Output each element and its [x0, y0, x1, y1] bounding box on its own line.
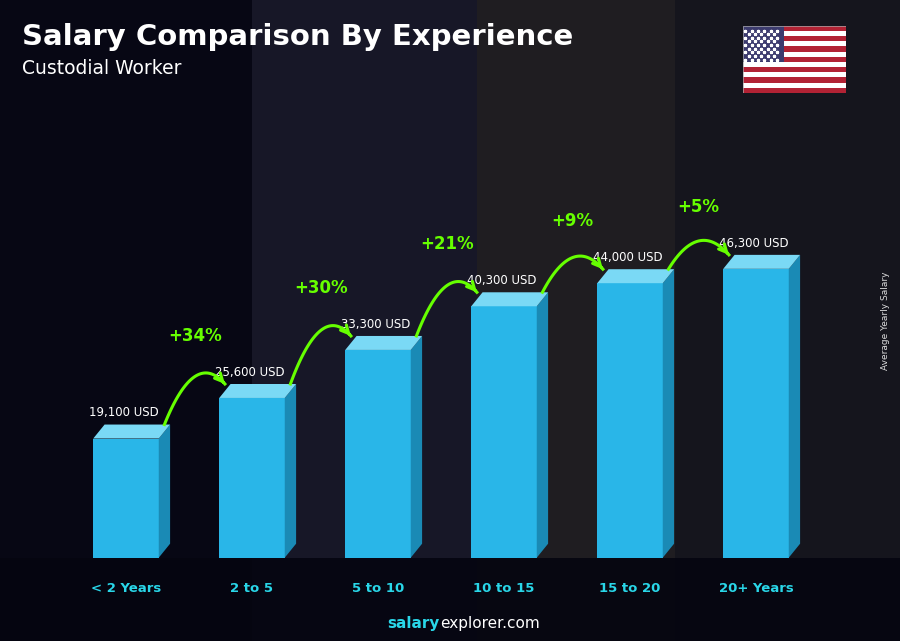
Bar [94, 438, 158, 558]
Polygon shape [284, 384, 296, 558]
Text: salary: salary [388, 616, 440, 631]
Bar [742, 36, 846, 41]
Text: 40,300 USD: 40,300 USD [467, 274, 537, 287]
Polygon shape [788, 255, 800, 558]
Text: 19,100 USD: 19,100 USD [89, 406, 159, 419]
Bar [252, 0, 477, 641]
Bar [742, 56, 846, 62]
Bar [220, 398, 284, 558]
Text: 5 to 10: 5 to 10 [352, 582, 404, 595]
Bar [0, 558, 900, 641]
Bar [742, 62, 846, 67]
Text: +34%: +34% [167, 327, 221, 345]
Polygon shape [158, 424, 170, 558]
Bar [742, 67, 846, 72]
Bar [742, 46, 846, 51]
Bar [742, 78, 846, 83]
Bar [742, 88, 846, 93]
Text: Average Yearly Salary: Average Yearly Salary [881, 272, 890, 370]
Bar [742, 72, 846, 78]
Bar [675, 0, 900, 641]
Polygon shape [346, 336, 422, 350]
Bar [0, 0, 252, 641]
Text: 20+ Years: 20+ Years [718, 582, 794, 595]
Bar [742, 26, 846, 31]
Text: +30%: +30% [294, 279, 347, 297]
Text: 15 to 20: 15 to 20 [599, 582, 661, 595]
Polygon shape [472, 292, 548, 306]
Text: 25,600 USD: 25,600 USD [215, 366, 285, 379]
Text: 33,300 USD: 33,300 USD [341, 318, 410, 331]
Polygon shape [220, 384, 296, 398]
Polygon shape [536, 292, 548, 558]
Polygon shape [410, 336, 422, 558]
Bar [742, 26, 784, 62]
Text: +9%: +9% [552, 212, 594, 230]
Text: 44,000 USD: 44,000 USD [593, 251, 663, 264]
Text: < 2 Years: < 2 Years [91, 582, 161, 595]
Polygon shape [598, 269, 674, 283]
Text: Custodial Worker: Custodial Worker [22, 59, 182, 78]
Bar [477, 0, 675, 641]
Text: 10 to 15: 10 to 15 [473, 582, 535, 595]
Bar [742, 83, 846, 88]
Polygon shape [724, 255, 800, 269]
Bar [742, 51, 846, 56]
Text: +21%: +21% [420, 235, 473, 253]
Bar [724, 269, 788, 558]
Polygon shape [662, 269, 674, 558]
Text: +5%: +5% [678, 197, 720, 216]
Text: 46,300 USD: 46,300 USD [719, 237, 789, 249]
Bar [472, 306, 536, 558]
Polygon shape [94, 424, 170, 438]
Bar [742, 31, 846, 36]
Text: Salary Comparison By Experience: Salary Comparison By Experience [22, 23, 573, 51]
Text: explorer.com: explorer.com [440, 616, 540, 631]
Text: 2 to 5: 2 to 5 [230, 582, 274, 595]
Bar [598, 283, 662, 558]
Bar [346, 350, 410, 558]
Bar [742, 41, 846, 46]
